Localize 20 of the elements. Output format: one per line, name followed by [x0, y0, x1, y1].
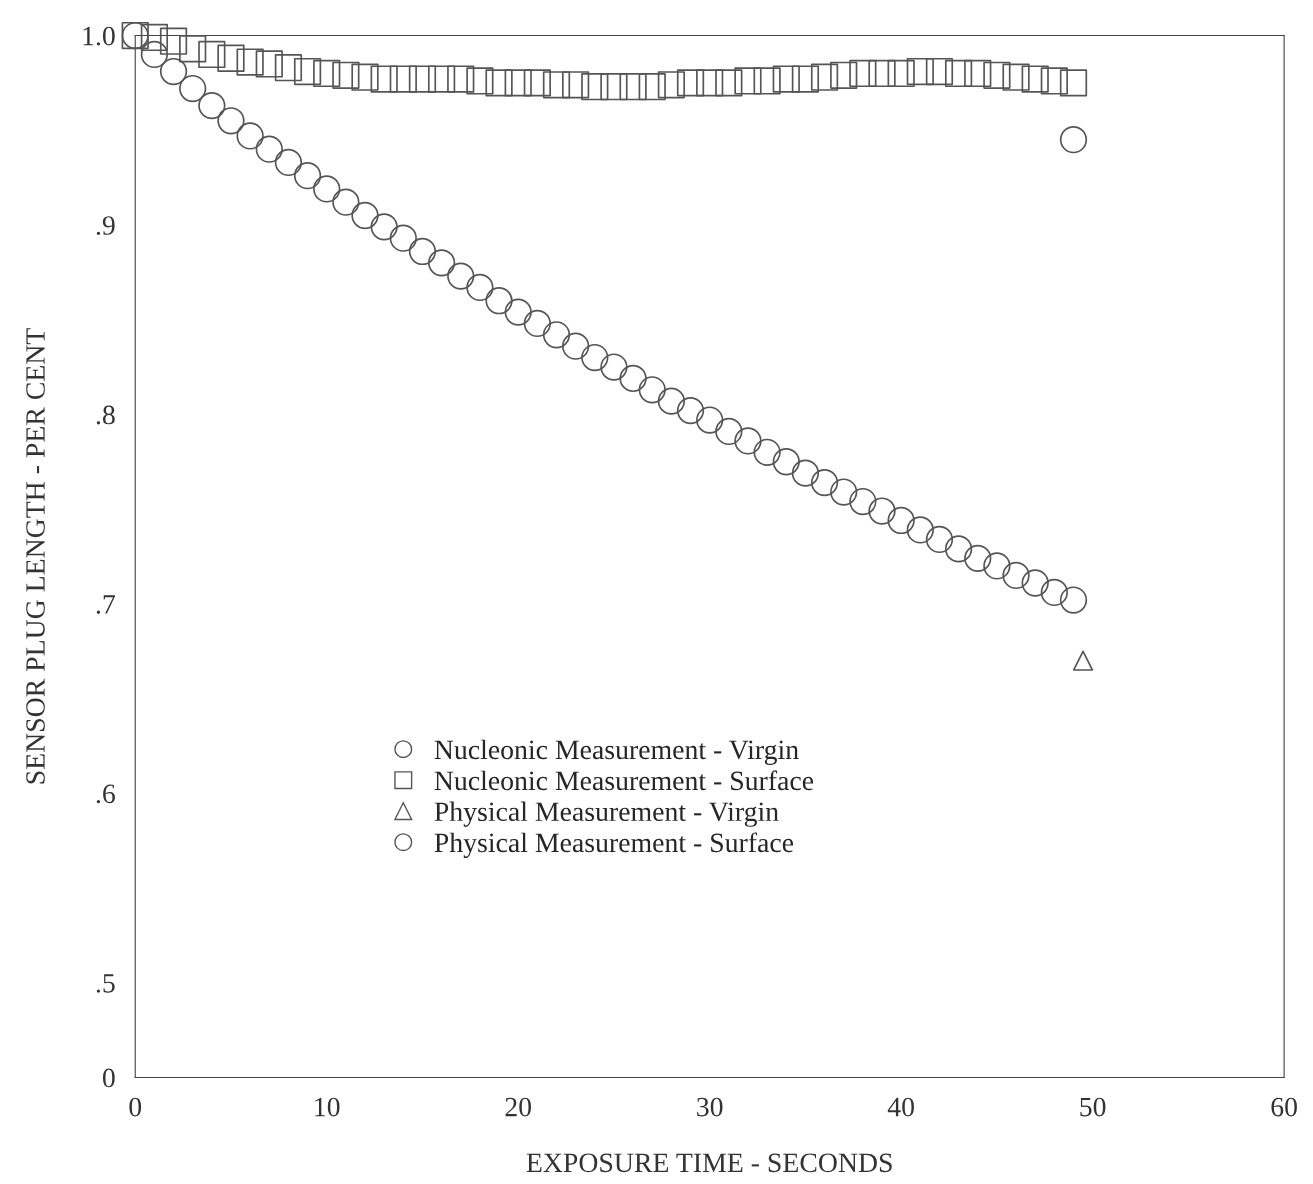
y-tick-label: .8	[96, 405, 115, 425]
legend-label: Nucleonic Measurement - Virgin	[434, 739, 799, 765]
y-tick-label: .7	[96, 595, 115, 614]
legend-label: Physical Measurement - Virgin	[434, 801, 779, 827]
x-tick-label: 60	[1271, 1097, 1297, 1117]
y-tick-label: .6	[96, 784, 115, 804]
y-tick-label: .5	[96, 974, 115, 993]
y-tick-label: .9	[96, 216, 115, 235]
x-axis-title: EXPOSURE TIME - SECONDS	[526, 1153, 892, 1173]
legend-label: Nucleonic Measurement - Surface	[434, 770, 814, 791]
y-tick-label: 0	[102, 1068, 115, 1088]
x-tick-label: 20	[505, 1097, 532, 1117]
x-tick-label: 30	[697, 1097, 723, 1117]
y-axis-title: SENSOR PLUG LENGTH - PER CENT	[26, 328, 45, 784]
x-tick-label: 40	[887, 1097, 914, 1117]
x-tick-label: 10	[315, 1097, 340, 1117]
x-tick-label: 0	[129, 1097, 142, 1117]
y-tick-label: 1.0	[83, 26, 115, 46]
x-tick-label: 50	[1080, 1097, 1106, 1117]
legend-label: Physical Measurement - Surface	[434, 832, 794, 858]
